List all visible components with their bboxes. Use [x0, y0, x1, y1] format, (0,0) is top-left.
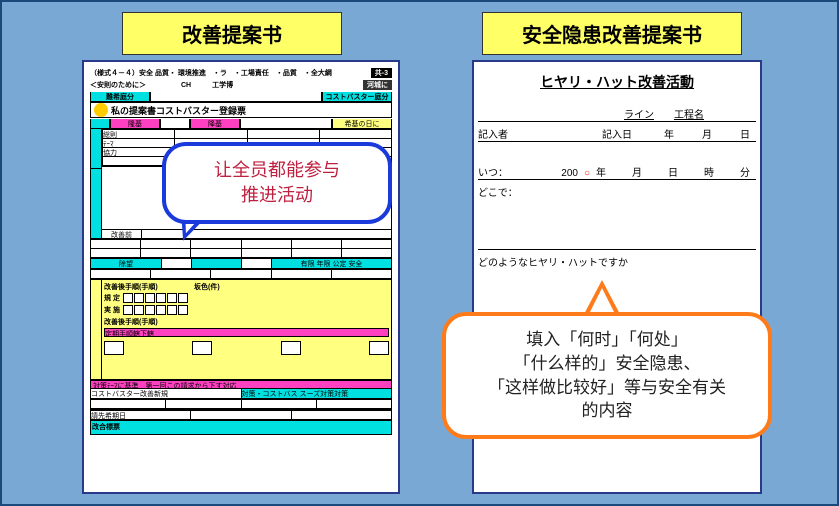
rf-wy: 200: [561, 168, 578, 179]
lf-ylbl3: 実 施: [104, 305, 122, 315]
lf-side-tall: [90, 169, 102, 239]
rf-title: ヒヤリ・ハット改善活動: [478, 72, 756, 92]
speech-orange-l2: 「什么样的」安全隐患、: [464, 352, 750, 376]
rf-wY: 年: [596, 164, 606, 179]
rf-where: どこで：: [478, 188, 518, 199]
speech-blue-l1: 让全员都能参与: [184, 158, 370, 183]
rf-wo: ○: [584, 168, 590, 179]
rf-l2c: 年: [664, 126, 674, 141]
speech-orange: 填入「何时」「何处」 「什么样的」安全隐患、 「这样做比较好」等与安全有关 的内…: [442, 312, 772, 439]
rf-line1b: 工程名: [674, 106, 704, 121]
lf-b2: コストバスター改善新規: [91, 389, 241, 398]
lf-ylbl1: 坂色(件): [194, 282, 244, 291]
rf-what: どのようなヒヤリ・ハットですか: [478, 258, 628, 269]
rf-l2b: 記入日: [602, 126, 632, 141]
lf-btn3: 希基の日に: [332, 119, 392, 129]
left-form-inner: （様式４－４）安全 品質・ 環境推進 ・ラ ・工場責任 ・品質 ・全大綱 共-3…: [90, 68, 392, 486]
lf-cell: 総則: [103, 130, 175, 139]
lf-b3: 請先希期日: [91, 411, 191, 420]
lf-b2r: 対策・コストバス スーズ対策対策: [241, 389, 392, 398]
lf-right-tag: 河城に: [363, 80, 392, 90]
speech-blue-l2: 推进活动: [184, 183, 370, 208]
rf-when: いつ：: [478, 164, 508, 179]
lf-subheader: ＜安則のために＞ CH 工学博: [90, 80, 233, 90]
lf-ysec3: 改善後手順(手順): [104, 317, 389, 326]
rf-wH: 時: [704, 164, 714, 179]
rf-line1a: ライン: [624, 106, 654, 121]
speech-orange-l4: 的内容: [464, 399, 750, 423]
title-right: 安全隐患改善提案书: [482, 12, 742, 55]
lf-title: 私の提案書コストバスター登録票: [111, 104, 246, 117]
lf-hdr-b: 有限 年限 公定 安全: [271, 259, 391, 268]
lf-ysec2: 改善後手順(手順): [104, 282, 194, 291]
lf-cell: ﾃｰﾏ: [103, 139, 175, 148]
lf-bottom1: 対策ﾃｰﾏに基準 第一回この請求から下す対応: [90, 380, 392, 389]
speech-orange-l3: 「这样做比较好」等与安全有关: [464, 376, 750, 400]
left-form: （様式４－４）安全 品質・ 環境推進 ・ラ ・工場責任 ・品質 ・全大綱 共-3…: [82, 60, 400, 494]
rf-l2e: 日: [740, 126, 750, 141]
lf-ylbl2: 規 定: [104, 293, 122, 303]
lf-side-col: [90, 129, 102, 169]
rf-l2d: 月: [702, 126, 712, 141]
rf-wMin: 分: [740, 164, 750, 179]
title-left: 改善提案书: [122, 12, 342, 55]
lf-btn2: 降基: [190, 119, 240, 129]
lf-row-label-1: 難希庭分: [90, 92, 150, 102]
lf-hdr-a: 除望: [91, 259, 161, 268]
speech-blue: 让全员都能参与 推进活动: [162, 142, 392, 224]
rf-l2a: 記入者: [478, 126, 508, 141]
rf-wM: 月: [632, 164, 642, 179]
lf-btn1: 隆基: [110, 119, 160, 129]
lf-badge: 共-3: [371, 68, 392, 78]
lf-row-label-2: コストバスター庭分: [322, 92, 392, 102]
mascot-icon: [94, 103, 108, 117]
rf-wD: 日: [668, 164, 678, 179]
lf-pink-row: 定期手順轄下轄: [104, 328, 389, 337]
lf-yellow-side: [90, 280, 102, 380]
lf-header-text: （様式４－４）安全 品質・ 環境推進 ・ラ ・工場責任 ・品質 ・全大綱: [90, 68, 332, 78]
lf-b4: 改合標票: [90, 421, 392, 435]
speech-orange-l1: 填入「何时」「何处」: [464, 328, 750, 352]
lf-sec1: 改善前: [102, 230, 142, 238]
